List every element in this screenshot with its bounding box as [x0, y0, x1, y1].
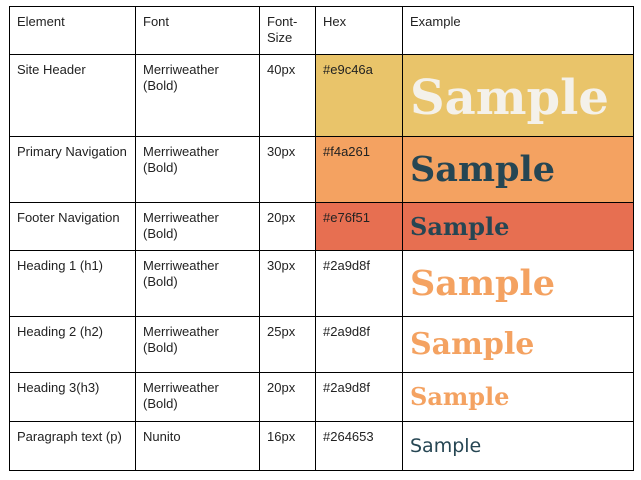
- element-cell: Heading 1 (h1): [9, 250, 136, 317]
- table-row: Paragraph text (p) Nunito 16px #264653 S…: [9, 421, 634, 471]
- example-cell: Sample: [402, 316, 634, 373]
- header-example: Example: [402, 6, 634, 55]
- hex-cell: #e9c46a: [315, 54, 403, 137]
- example-sample: Sample: [410, 435, 482, 457]
- font-cell: Merriweather (Bold): [135, 202, 260, 251]
- hex-cell: #2a9d8f: [315, 316, 403, 373]
- size-cell: 25px: [259, 316, 316, 373]
- font-cell: Merriweather (Bold): [135, 136, 260, 203]
- font-cell: Merriweather (Bold): [135, 54, 260, 137]
- table-row: Heading 3(h3) Merriweather (Bold) 20px #…: [9, 372, 634, 422]
- table-row: Heading 1 (h1) Merriweather (Bold) 30px …: [9, 250, 634, 317]
- font-cell: Merriweather (Bold): [135, 316, 260, 373]
- example-sample: Sample: [410, 148, 556, 190]
- element-cell: Footer Navigation: [9, 202, 136, 251]
- example-cell: Sample: [402, 136, 634, 203]
- header-hex: Hex: [315, 6, 403, 55]
- element-cell: Primary Navigation: [9, 136, 136, 203]
- example-cell: Sample: [402, 202, 634, 251]
- element-cell: Heading 3(h3): [9, 372, 136, 422]
- header-font-size: Font-Size: [259, 6, 316, 55]
- example-sample: Sample: [410, 326, 535, 362]
- example-cell: Sample: [402, 54, 634, 137]
- example-cell: Sample: [402, 250, 634, 317]
- table-header-row: Element Font Font-Size Hex Example: [9, 6, 634, 55]
- hex-cell: #2a9d8f: [315, 372, 403, 422]
- table-row: Heading 2 (h2) Merriweather (Bold) 25px …: [9, 316, 634, 373]
- table-row: Primary Navigation Merriweather (Bold) 3…: [9, 136, 634, 203]
- example-cell: Sample: [402, 421, 634, 471]
- header-font: Font: [135, 6, 260, 55]
- size-cell: 20px: [259, 202, 316, 251]
- example-sample: Sample: [410, 69, 609, 126]
- example-sample: Sample: [410, 382, 510, 411]
- element-cell: Heading 2 (h2): [9, 316, 136, 373]
- table-row: Footer Navigation Merriweather (Bold) 20…: [9, 202, 634, 251]
- size-cell: 20px: [259, 372, 316, 422]
- example-cell: Sample: [402, 372, 634, 422]
- size-cell: 40px: [259, 54, 316, 137]
- typography-table: Element Font Font-Size Hex Example Site …: [9, 6, 634, 471]
- size-cell: 30px: [259, 250, 316, 317]
- font-cell: Nunito: [135, 421, 260, 471]
- hex-cell: #e76f51: [315, 202, 403, 251]
- element-cell: Paragraph text (p): [9, 421, 136, 471]
- element-cell: Site Header: [9, 54, 136, 137]
- table-row: Site Header Merriweather (Bold) 40px #e9…: [9, 54, 634, 137]
- font-cell: Merriweather (Bold): [135, 372, 260, 422]
- header-element: Element: [9, 6, 136, 55]
- hex-cell: #f4a261: [315, 136, 403, 203]
- example-sample: Sample: [410, 262, 556, 304]
- example-sample: Sample: [410, 211, 510, 241]
- hex-cell: #264653: [315, 421, 403, 471]
- size-cell: 16px: [259, 421, 316, 471]
- hex-cell: #2a9d8f: [315, 250, 403, 317]
- size-cell: 30px: [259, 136, 316, 203]
- font-cell: Merriweather (Bold): [135, 250, 260, 317]
